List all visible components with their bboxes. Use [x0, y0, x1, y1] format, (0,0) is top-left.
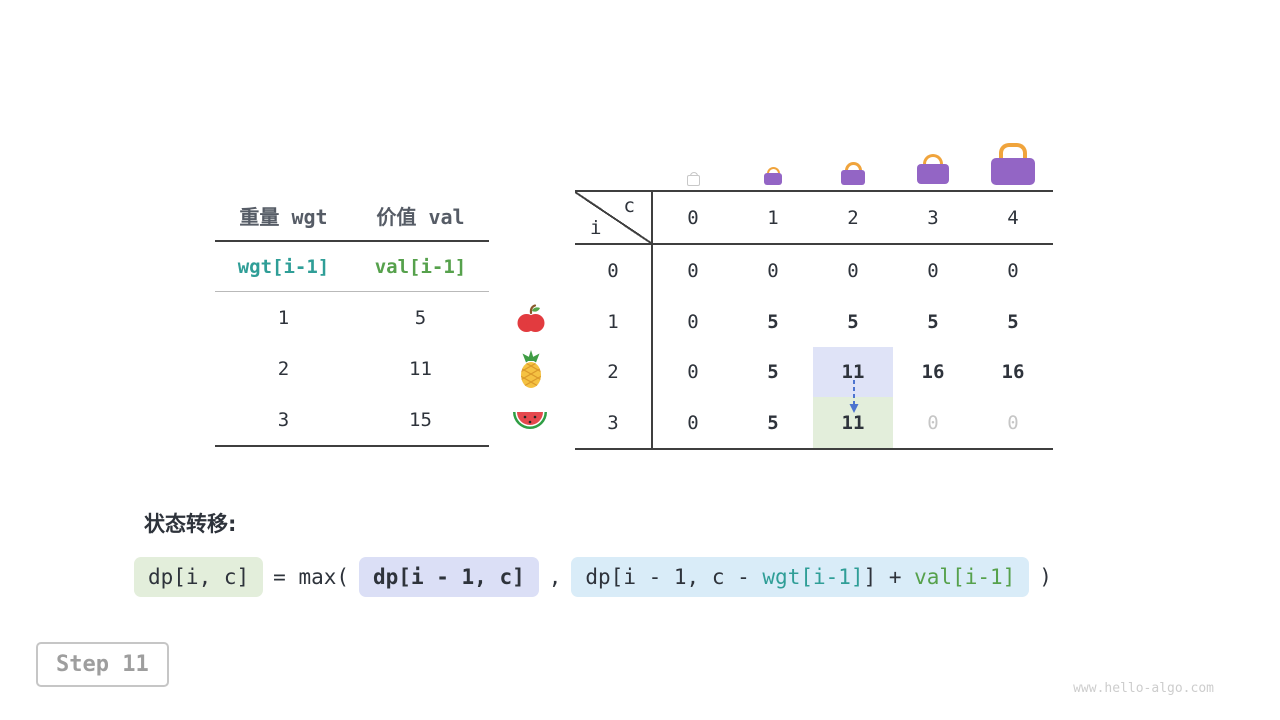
transition-formula: dp[i, c] = max( dp[i - 1, c] , dp[i - 1,…: [134, 557, 1052, 597]
dp-cell-r3-c0: 0: [687, 411, 699, 434]
dp-cell-r1-c1: 5: [767, 310, 779, 333]
formula-val-term: val[i-1]: [914, 565, 1016, 589]
dp-col-var-label: c: [623, 195, 635, 217]
dp-col-header-2: 2: [813, 192, 893, 245]
dp-cell-r2-c4: 16: [1001, 361, 1025, 383]
item-1-value: 5: [414, 306, 427, 329]
dp-cell-r1-c0: 0: [687, 310, 699, 333]
dp-row-header-1: 1: [575, 296, 653, 347]
dp-row-header-0: 0: [575, 245, 653, 296]
dp-cell-r1-c2: 5: [847, 310, 859, 333]
dp-col-header-0: 0: [653, 192, 733, 245]
dp-cell-r0-c1: 0: [767, 259, 779, 282]
apple-icon: [516, 303, 546, 339]
item-row-1: 1 5: [215, 292, 489, 343]
dp-cell-r0-c2: 0: [847, 259, 859, 282]
watermelon-icon: [511, 408, 549, 437]
formula-eq-max: = max(: [273, 565, 350, 589]
item-table-subheader-row: wgt[i-1] val[i-1]: [215, 242, 489, 292]
formula-close-paren: ): [1039, 565, 1052, 589]
weight-col-header: 重量 wgt: [239, 204, 328, 229]
formula-arg-keep: dp[i - 1, c]: [359, 557, 539, 597]
dp-cell-r2-c3: 16: [921, 361, 945, 383]
item-2-value: 11: [409, 357, 432, 380]
transition-label: 状态转移:: [144, 512, 237, 536]
dp-table: c i 0 1 2 3 4 0 0 0 0 0 0 1 0 5 5 5 5 2 …: [575, 190, 1053, 450]
item-table-header-row: 重量 wgt 价值 val: [215, 190, 489, 242]
dp-row-var-label: i: [590, 217, 602, 239]
dp-cell-r3-c4: 0: [1007, 411, 1019, 434]
bag-ghost-icon: [687, 172, 700, 186]
item-3-weight: 3: [277, 408, 290, 431]
dp-col-header-4: 4: [973, 192, 1053, 245]
formula-comma: ,: [548, 565, 562, 589]
dp-cell-r3-c1: 5: [767, 411, 779, 434]
dp-col-header-3: 3: [893, 192, 973, 245]
dp-cell-r2-c1: 5: [767, 361, 779, 383]
formula-arg-take: dp[i - 1, c - wgt[i-1]] + val[i-1]: [571, 557, 1030, 597]
step-badge: Step 11: [36, 642, 169, 687]
dp-row-header-3: 3: [575, 397, 653, 448]
dp-row-header-2: 2: [575, 347, 653, 397]
dp-corner-cell: c i: [575, 192, 653, 245]
dp-cell-r0-c3: 0: [927, 259, 939, 282]
item-3-value: 15: [409, 408, 432, 431]
transition-arrow-icon: [849, 380, 859, 413]
item-table: 重量 wgt 价值 val wgt[i-1] val[i-1] 1 5 2 11…: [215, 190, 489, 447]
formula-arg-take-mid: ] +: [863, 565, 915, 589]
dp-col-header-1: 1: [733, 192, 813, 245]
watermark: www.hello-algo.com: [1073, 681, 1214, 696]
item-row-2: 2 11: [215, 343, 489, 394]
formula-arg-take-prefix: dp[i - 1, c -: [585, 565, 763, 589]
item-row-3: 3 15: [215, 394, 489, 445]
item-2-weight: 2: [277, 357, 290, 380]
value-col-header: 价值 val: [376, 204, 465, 229]
val-formula-label: val[i-1]: [374, 255, 467, 278]
dp-cell-r1-c4: 5: [1007, 310, 1019, 333]
bag-sm-icon: [841, 162, 865, 185]
dp-cell-r2-c2-source-highlight: 11: [813, 347, 893, 397]
dp-cell-r0-c4: 0: [1007, 259, 1019, 282]
pineapple-icon: [515, 350, 547, 394]
formula-wgt-term: wgt[i-1]: [762, 565, 864, 589]
dp-cell-r3-c3: 0: [927, 411, 939, 434]
dp-cell-r0-c0: 0: [687, 259, 699, 282]
item-1-weight: 1: [277, 306, 290, 329]
dp-cell-r1-c3: 5: [927, 310, 939, 333]
formula-dp-current: dp[i, c]: [134, 557, 264, 597]
wgt-formula-label: wgt[i-1]: [237, 255, 330, 278]
bag-xs-icon: [764, 167, 782, 185]
dp-cell-r2-c0: 0: [687, 361, 699, 383]
bag-lg-icon: [991, 143, 1035, 185]
bag-md-icon: [917, 154, 949, 184]
